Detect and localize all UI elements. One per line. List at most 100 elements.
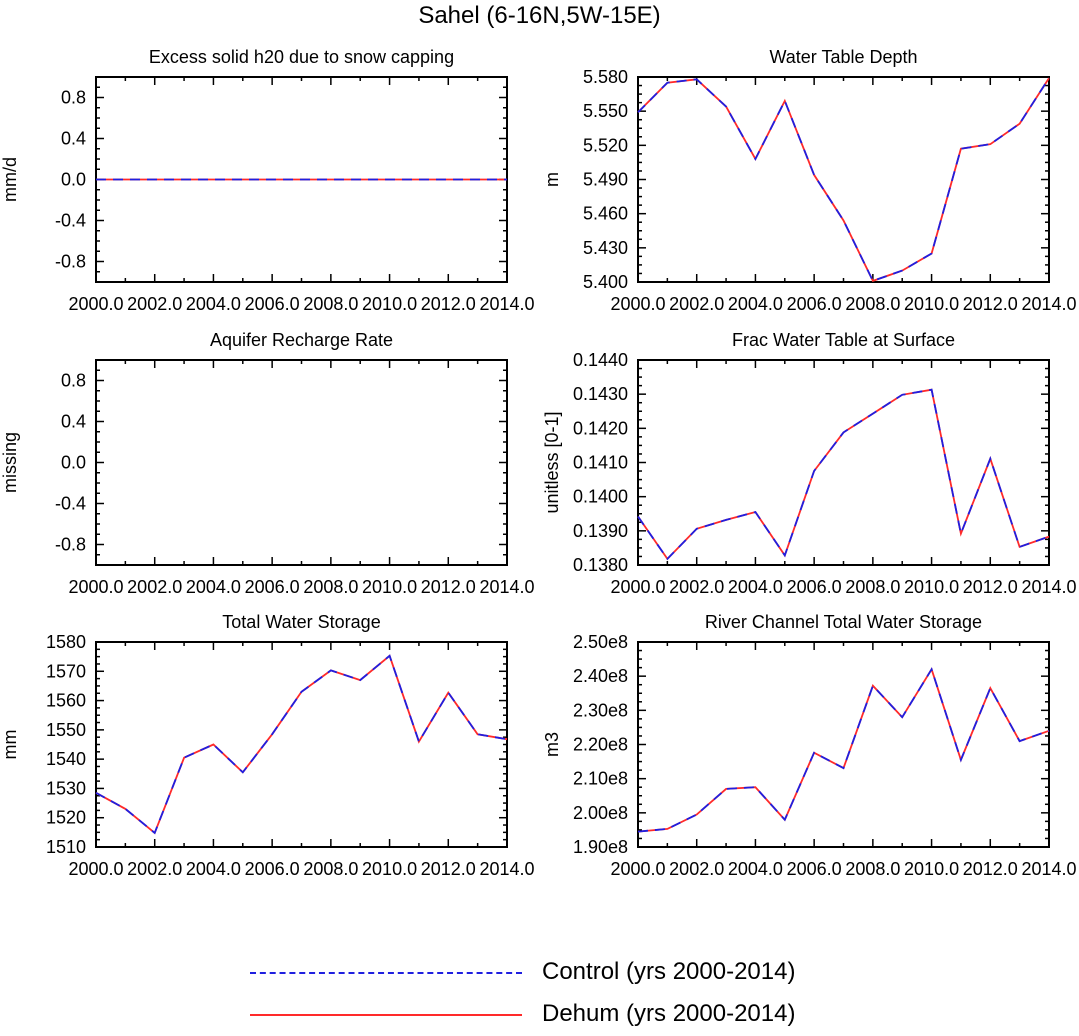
x-tick-label: 2012.0 — [963, 859, 1018, 879]
figure-title: Sahel (6-16N,5W-15E) — [418, 2, 661, 29]
y-tick-label: 5.550 — [583, 101, 628, 121]
y-tick-label: 0.4 — [61, 129, 86, 149]
y-tick-label: 1510 — [46, 837, 86, 857]
x-tick-label: 2006.0 — [245, 577, 300, 597]
y-tick-label: 0.1420 — [573, 418, 628, 438]
legend-label-dehum: Dehum (yrs 2000-2014) — [542, 1000, 796, 1027]
y-axis-label: missing — [0, 432, 20, 493]
y-tick-label: 0.1430 — [573, 384, 628, 404]
y-tick-label: 0.8 — [61, 88, 86, 108]
chart-panel-3: Aquifer Recharge Rate missing 2000.0 2002.0… — [0, 330, 535, 597]
y-tick-label: 1540 — [46, 749, 86, 769]
x-tick-label: 2000.0 — [610, 294, 665, 314]
legend-item-control: Control (yrs 2000-2014) — [245, 952, 885, 992]
y-tick-label: 5.430 — [583, 238, 628, 258]
x-tick-label: 2002.0 — [669, 859, 724, 879]
y-tick-label: 1550 — [46, 720, 86, 740]
series-line-control — [637, 77, 1050, 283]
x-tick-label: 2002.0 — [669, 294, 724, 314]
x-tick-label: 2014.0 — [479, 577, 534, 597]
x-tick-label: 2006.0 — [245, 859, 300, 879]
x-tick-label: 2010.0 — [904, 859, 959, 879]
legend: Control (yrs 2000-2014) Dehum (yrs 2000-… — [245, 952, 885, 1036]
plot-frame — [637, 76, 1050, 283]
series-line-control — [637, 667, 1050, 833]
x-tick-label: 2012.0 — [963, 577, 1018, 597]
x-tick-label: 2012.0 — [421, 859, 476, 879]
x-tick-label: 2014.0 — [1021, 294, 1076, 314]
x-tick-label: 2000.0 — [610, 859, 665, 879]
panel-title: Excess solid h20 due to snow capping — [149, 47, 454, 67]
x-tick-label: 2004.0 — [186, 294, 241, 314]
y-axis-label: mm/d — [0, 157, 20, 202]
x-tick-label: 2006.0 — [787, 294, 842, 314]
x-tick-label: 2014.0 — [1021, 577, 1076, 597]
y-tick-label: 5.460 — [583, 204, 628, 224]
y-tick-label: 2.20e8 — [573, 735, 628, 755]
x-tick-label: 2002.0 — [127, 577, 182, 597]
y-tick-label: 2.10e8 — [573, 769, 628, 789]
x-tick-label: 2002.0 — [669, 577, 724, 597]
y-axis-label: m — [542, 172, 562, 187]
y-tick-label: 5.490 — [583, 170, 628, 190]
y-tick-label: 2.50e8 — [573, 632, 628, 652]
y-tick-label: 1520 — [46, 808, 86, 828]
y-tick-label: 1560 — [46, 691, 86, 711]
y-tick-label: 1580 — [46, 632, 86, 652]
chart-panel-2: Water Table Depth m 2000.0 2002.0 2004.0 2006… — [542, 47, 1077, 314]
chart-panel-4: Frac Water Table at Surface unitless [0-1… — [542, 330, 1077, 597]
y-tick-label: -0.8 — [55, 535, 86, 555]
series-line-dehum — [95, 654, 508, 835]
x-tick-label: 2012.0 — [421, 577, 476, 597]
plot-frame — [637, 359, 1050, 566]
y-tick-label: 0.8 — [61, 371, 86, 391]
chart-panel-1: Excess solid h20 due to snow capping mm/d… — [0, 47, 535, 314]
y-tick-label: 0.1410 — [573, 453, 628, 473]
panel-title: Aquifer Recharge Rate — [210, 330, 393, 350]
series-line-dehum — [637, 77, 1050, 283]
chart-grid: Excess solid h20 due to snow capping mm/d… — [0, 47, 1077, 879]
x-tick-label: 2008.0 — [845, 294, 900, 314]
series-line-control — [637, 388, 1050, 561]
chart-panel-6: River Channel Total Water Storage m3 2000.… — [542, 612, 1077, 879]
panel-title: Total Water Storage — [222, 612, 380, 632]
x-tick-label: 2004.0 — [728, 859, 783, 879]
y-tick-label: 1570 — [46, 661, 86, 681]
legend-label-control: Control (yrs 2000-2014) — [542, 958, 796, 985]
plot-frame — [637, 641, 1050, 848]
x-tick-label: 2000.0 — [610, 577, 665, 597]
y-axis-label: m3 — [542, 732, 562, 757]
panel-title: River Channel Total Water Storage — [705, 612, 982, 632]
x-tick-label: 2008.0 — [303, 577, 358, 597]
y-tick-label: 2.00e8 — [573, 803, 628, 823]
y-tick-label: 2.40e8 — [573, 666, 628, 686]
x-tick-label: 2014.0 — [479, 294, 534, 314]
x-tick-label: 2010.0 — [904, 294, 959, 314]
x-tick-label: 2012.0 — [963, 294, 1018, 314]
y-tick-label: 1.90e8 — [573, 837, 628, 857]
y-axis-label: mm — [0, 730, 20, 760]
y-tick-label: -0.4 — [55, 494, 86, 514]
plot-frame — [95, 359, 508, 566]
legend-swatch-solid — [250, 1014, 522, 1016]
x-tick-label: 2006.0 — [787, 577, 842, 597]
x-tick-label: 2014.0 — [479, 859, 534, 879]
y-tick-label: -0.4 — [55, 211, 86, 231]
y-tick-label: 1530 — [46, 778, 86, 798]
x-tick-label: 2010.0 — [362, 294, 417, 314]
x-tick-label: 2002.0 — [127, 859, 182, 879]
x-tick-label: 2008.0 — [303, 859, 358, 879]
x-tick-label: 2008.0 — [303, 294, 358, 314]
x-tick-label: 2010.0 — [904, 577, 959, 597]
y-tick-label: 5.400 — [583, 272, 628, 292]
x-tick-label: 2004.0 — [728, 577, 783, 597]
x-tick-label: 2000.0 — [68, 577, 123, 597]
x-tick-label: 2006.0 — [245, 294, 300, 314]
panel-title: Water Table Depth — [769, 47, 917, 67]
x-tick-label: 2004.0 — [728, 294, 783, 314]
y-tick-label: 0.0 — [61, 453, 86, 473]
y-tick-label: 0.4 — [61, 412, 86, 432]
x-tick-label: 2000.0 — [68, 294, 123, 314]
y-tick-label: 0.1390 — [573, 521, 628, 541]
